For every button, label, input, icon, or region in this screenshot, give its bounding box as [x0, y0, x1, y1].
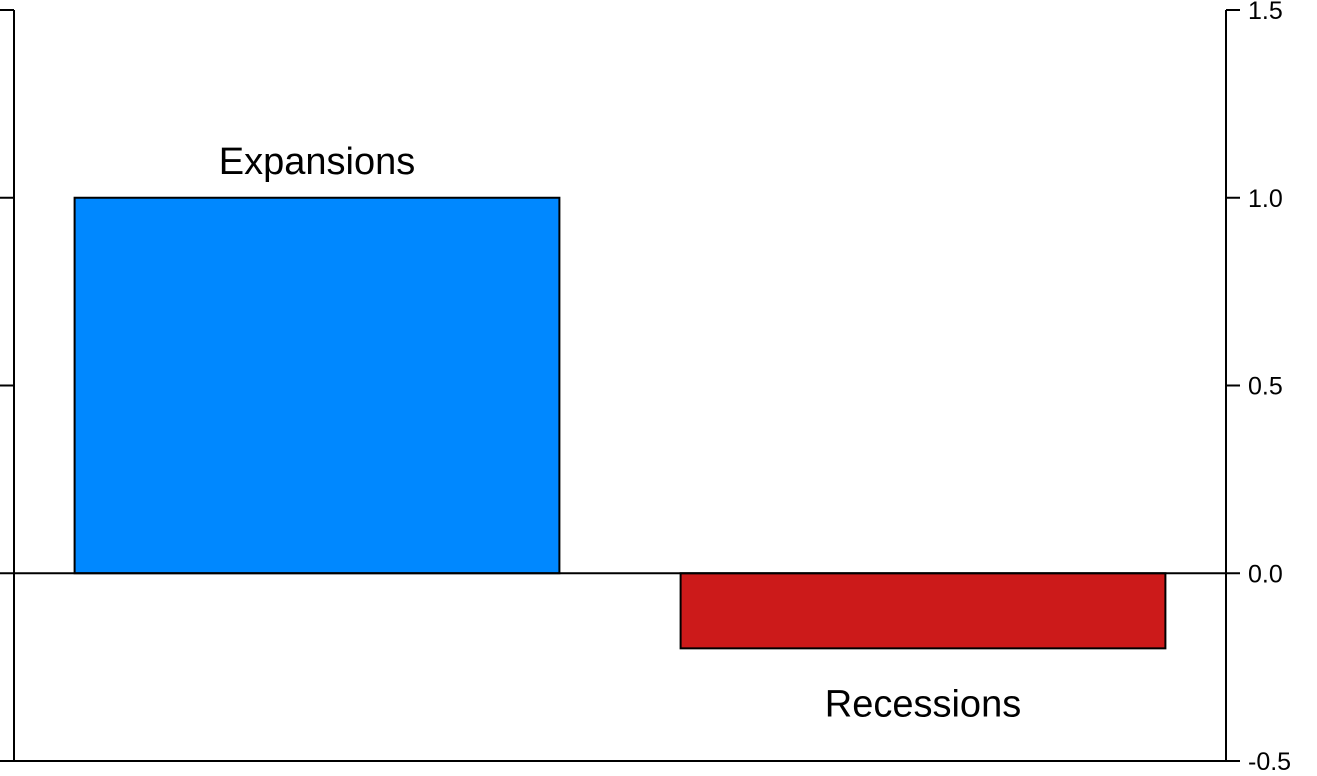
y-tick-label: 0.5: [1248, 373, 1283, 401]
y-tick-label: 1.0: [1248, 185, 1283, 213]
y-tick-label: 1.5: [1248, 0, 1283, 25]
bars: [73, 196, 1167, 650]
bar-label-recessions: Recessions: [825, 683, 1021, 725]
bar-labels: Expansions Recessions: [219, 141, 1021, 726]
bar-label-expansions: Expansions: [219, 141, 415, 183]
y-axis-ticks: [0, 9, 1240, 762]
y-axis-tick-labels: 1.5 1.0 0.5 0.0 -0.5: [1248, 0, 1291, 776]
bar-recessions: [679, 572, 1167, 650]
y-tick-label: -0.5: [1248, 748, 1291, 776]
y-tick-label: 0.0: [1248, 560, 1283, 588]
bar-expansions: [73, 196, 561, 575]
